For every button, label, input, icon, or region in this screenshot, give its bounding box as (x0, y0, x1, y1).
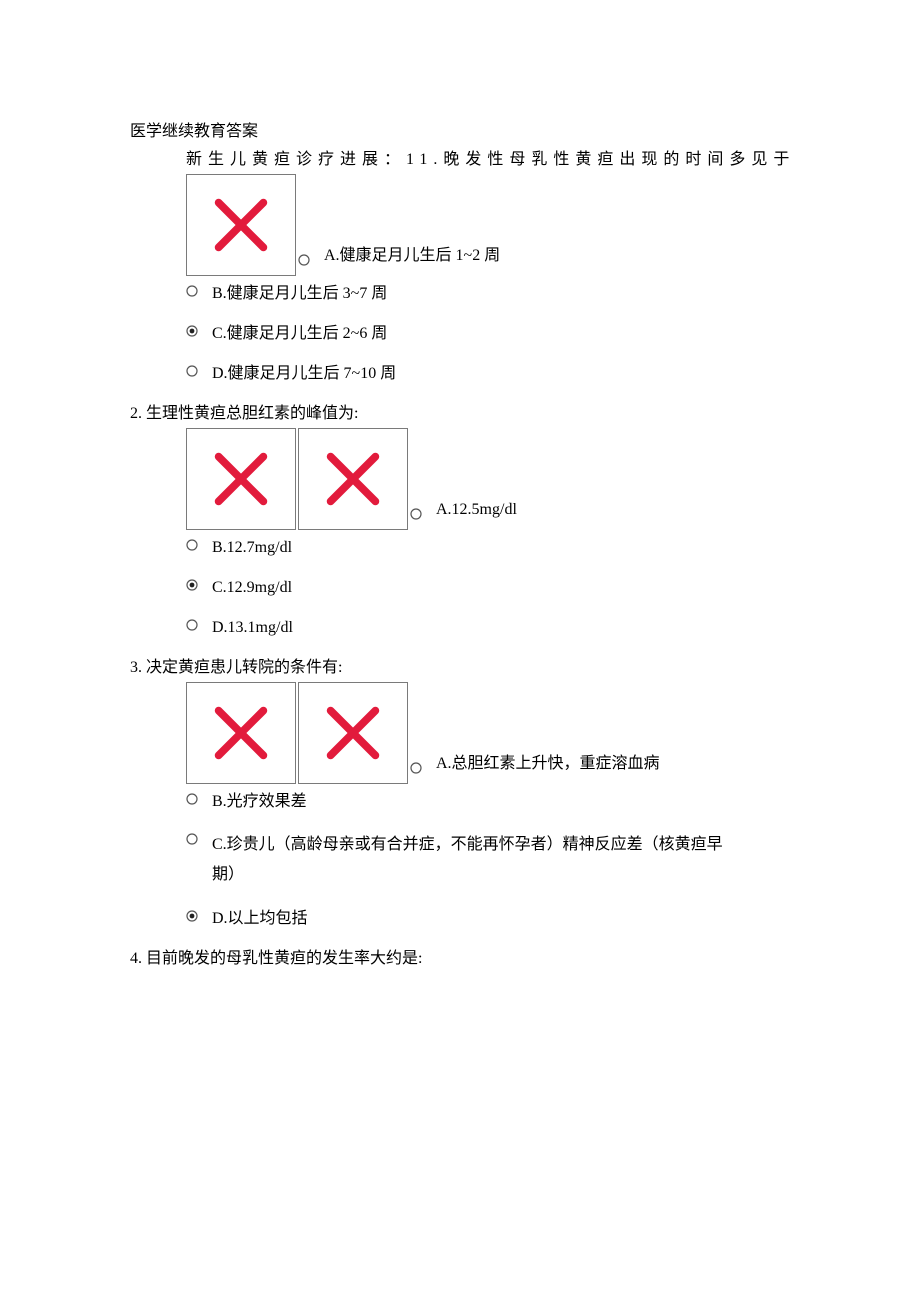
radio-unselected-icon[interactable] (186, 619, 198, 631)
intro-line: 新生儿黄疸诊疗进展：11.晚发性母乳性黄疸出现的时间多见于 (130, 148, 790, 172)
radio-selected-icon[interactable] (186, 910, 198, 922)
q3-option-b-row: B.光疗效果差 (130, 790, 790, 820)
radio-selected-icon[interactable] (186, 579, 198, 591)
q2-option-d-label: D.13.1mg/dl (212, 616, 293, 646)
q1-option-d-label: D.健康足月儿生后 7~10 周 (212, 362, 396, 392)
q2-option-d-row: D.13.1mg/dl (130, 616, 790, 646)
q3-option-d-label: D.以上均包括 (212, 907, 308, 937)
q4-stem: 4. 目前晚发的母乳性黄疸的发生率大约是: (130, 947, 790, 971)
radio-unselected-icon[interactable] (410, 762, 422, 774)
cross-icon (298, 428, 408, 530)
radio-unselected-icon[interactable] (186, 365, 198, 377)
radio-selected-icon[interactable] (186, 325, 198, 337)
radio-unselected-icon[interactable] (186, 285, 198, 297)
q3-option-c-row: C.珍贵儿（高龄母亲或有合并症，不能再怀孕者）精神反应差（核黄疸早期） (130, 830, 790, 897)
question-3: A.总胆红素上升快，重症溶血病 B.光疗效果差 C.珍贵儿（高龄母亲或有合并症，… (130, 682, 790, 937)
q1-option-a-row: A.健康足月儿生后 1~2 周 (130, 174, 790, 276)
q2-stem: 2. 生理性黄疸总胆红素的峰值为: (130, 402, 790, 426)
q1-option-d-row: D.健康足月儿生后 7~10 周 (130, 362, 790, 392)
radio-unselected-icon[interactable] (186, 793, 198, 805)
radio-unselected-icon[interactable] (410, 508, 422, 520)
q1-option-c-row: C.健康足月儿生后 2~6 周 (130, 322, 790, 352)
radio-unselected-icon[interactable] (298, 254, 310, 266)
q2-option-b-row: B.12.7mg/dl (130, 536, 790, 566)
q3-option-a-row: A.总胆红素上升快，重症溶血病 (130, 682, 790, 784)
q2-option-a-label: A.12.5mg/dl (436, 498, 517, 522)
page-header: 医学继续教育答案 (130, 120, 790, 144)
q1-option-a-label: A.健康足月儿生后 1~2 周 (324, 244, 500, 268)
question-1: A.健康足月儿生后 1~2 周 B.健康足月儿生后 3~7 周 C.健康足月儿生… (130, 174, 790, 392)
q3-option-d-row: D.以上均包括 (130, 907, 790, 937)
q1-option-b-row: B.健康足月儿生后 3~7 周 (130, 282, 790, 312)
q3-option-c-label: C.珍贵儿（高龄母亲或有合并症，不能再怀孕者）精神反应差（核黄疸早期） (212, 830, 732, 897)
cross-icon (186, 174, 296, 276)
q3-stem: 3. 决定黄疸患儿转院的条件有: (130, 656, 790, 680)
q2-option-a-row: A.12.5mg/dl (130, 428, 790, 530)
q1-option-c-label: C.健康足月儿生后 2~6 周 (212, 322, 387, 352)
question-2: A.12.5mg/dl B.12.7mg/dl C.12.9mg/dl D.13… (130, 428, 790, 646)
radio-unselected-icon[interactable] (186, 833, 198, 845)
q2-option-c-row: C.12.9mg/dl (130, 576, 790, 606)
q3-option-a-label: A.总胆红素上升快，重症溶血病 (436, 752, 660, 776)
cross-icon (186, 682, 296, 784)
q1-option-b-label: B.健康足月儿生后 3~7 周 (212, 282, 387, 312)
cross-icon (186, 428, 296, 530)
cross-icon (298, 682, 408, 784)
q2-option-c-label: C.12.9mg/dl (212, 576, 292, 606)
radio-unselected-icon[interactable] (186, 539, 198, 551)
q2-option-b-label: B.12.7mg/dl (212, 536, 292, 566)
q3-option-b-label: B.光疗效果差 (212, 790, 307, 820)
